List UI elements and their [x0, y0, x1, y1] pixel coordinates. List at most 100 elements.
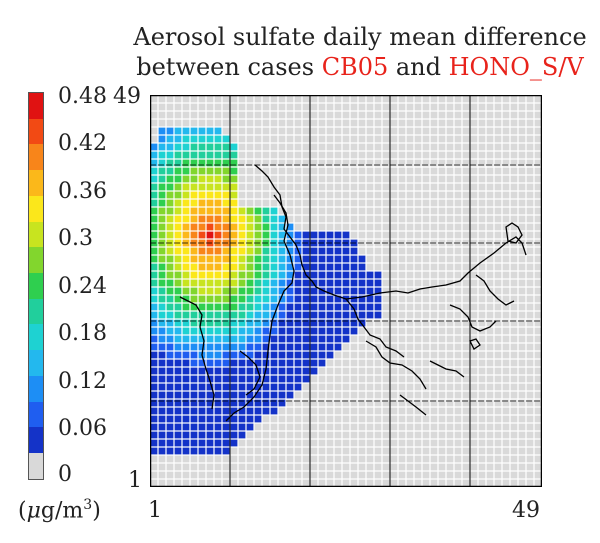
grid-cell: [150, 391, 158, 399]
grid-cell: [310, 95, 318, 103]
grid-cell: [358, 271, 366, 279]
grid-cell: [486, 223, 494, 231]
grid-cell: [342, 407, 350, 415]
grid-cell: [334, 439, 342, 447]
grid-cell: [254, 407, 262, 415]
grid-cell: [166, 447, 174, 455]
grid-cell: [158, 479, 166, 487]
grid-cell: [270, 247, 278, 255]
grid-cell: [222, 111, 230, 119]
grid-cell: [334, 119, 342, 127]
grid-cell: [326, 311, 334, 319]
grid-cell: [478, 439, 486, 447]
grid-cell: [158, 311, 166, 319]
grid-cell: [438, 295, 446, 303]
grid-cell: [534, 335, 542, 343]
grid-cell: [214, 111, 222, 119]
grid-cell: [430, 303, 438, 311]
grid-cell: [374, 383, 382, 391]
grid-cell: [262, 207, 270, 215]
grid-cell: [302, 343, 310, 351]
grid-cell: [534, 183, 542, 191]
grid-cells: [150, 95, 542, 487]
grid-cell: [206, 343, 214, 351]
grid-cell: [206, 335, 214, 343]
grid-cell: [358, 295, 366, 303]
grid-cell: [310, 231, 318, 239]
grid-cell: [230, 95, 238, 103]
grid-cell: [270, 423, 278, 431]
grid-cell: [534, 191, 542, 199]
grid-cell: [374, 199, 382, 207]
grid-cell: [438, 479, 446, 487]
grid-cell: [326, 407, 334, 415]
grid-cell: [462, 135, 470, 143]
grid-cell: [446, 471, 454, 479]
grid-cell: [430, 183, 438, 191]
grid-cell: [422, 119, 430, 127]
grid-cell: [254, 303, 262, 311]
grid-cell: [302, 247, 310, 255]
grid-cell: [254, 399, 262, 407]
grid-cell: [310, 175, 318, 183]
grid-cell: [262, 343, 270, 351]
grid-cell: [478, 255, 486, 263]
grid-cell: [454, 327, 462, 335]
grid-cell: [390, 439, 398, 447]
grid-cell: [390, 191, 398, 199]
grid-cell: [150, 303, 158, 311]
grid-cell: [430, 215, 438, 223]
grid-cell: [414, 423, 422, 431]
grid-cell: [366, 407, 374, 415]
grid-cell: [190, 127, 198, 135]
grid-cell: [374, 343, 382, 351]
grid-cell: [246, 95, 254, 103]
grid-cell: [358, 111, 366, 119]
grid-cell: [478, 415, 486, 423]
grid-cell: [238, 151, 246, 159]
grid-cell: [510, 151, 518, 159]
grid-cell: [358, 327, 366, 335]
grid-cell: [174, 167, 182, 175]
colorbar-tick: 0.06: [58, 416, 107, 441]
grid-cell: [382, 327, 390, 335]
grid-cell: [350, 303, 358, 311]
grid-cell: [478, 367, 486, 375]
grid-cell: [206, 447, 214, 455]
grid-cell: [286, 327, 294, 335]
grid-cell: [526, 135, 534, 143]
grid-cell: [222, 327, 230, 335]
grid-cell: [198, 367, 206, 375]
grid-cell: [230, 199, 238, 207]
grid-cell: [366, 199, 374, 207]
grid-cell: [406, 127, 414, 135]
grid-cell: [350, 199, 358, 207]
grid-cell: [310, 287, 318, 295]
grid-cell: [286, 231, 294, 239]
grid-cell: [390, 247, 398, 255]
grid-cell: [294, 103, 302, 111]
grid-cell: [230, 399, 238, 407]
grid-cell: [294, 463, 302, 471]
grid-cell: [494, 95, 502, 103]
grid-cell: [198, 119, 206, 127]
grid-cell: [534, 159, 542, 167]
grid-cell: [358, 191, 366, 199]
grid-cell: [406, 463, 414, 471]
grid-cell: [262, 247, 270, 255]
grid-cell: [470, 191, 478, 199]
grid-cell: [294, 135, 302, 143]
grid-cell: [510, 191, 518, 199]
grid-cell: [478, 263, 486, 271]
grid-cell: [198, 247, 206, 255]
grid-cell: [174, 151, 182, 159]
grid-cell: [270, 303, 278, 311]
grid-cell: [326, 143, 334, 151]
grid-cell: [398, 295, 406, 303]
grid-cell: [470, 271, 478, 279]
grid-cell: [206, 303, 214, 311]
grid-cell: [422, 207, 430, 215]
grid-cell: [502, 407, 510, 415]
grid-cell: [158, 463, 166, 471]
grid-cell: [262, 263, 270, 271]
